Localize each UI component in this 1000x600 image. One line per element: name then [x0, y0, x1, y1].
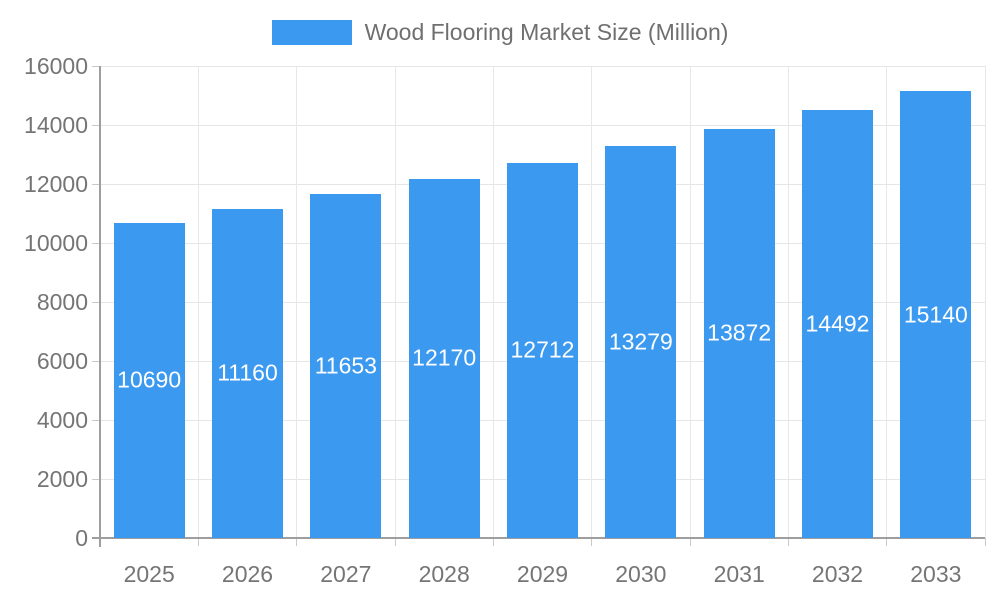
- bar-value-label: 11160: [217, 359, 278, 386]
- x-axis-tick: [886, 538, 888, 546]
- bar-value-label: 10690: [117, 366, 182, 393]
- v-gridline: [886, 66, 888, 538]
- legend-item[interactable]: Wood Flooring Market Size (Million): [0, 18, 1000, 46]
- v-gridline: [984, 66, 986, 538]
- x-axis-tick: [787, 538, 789, 546]
- x-tick-label: 2032: [811, 561, 864, 587]
- x-axis-tick: [591, 538, 593, 546]
- v-gridline: [492, 66, 494, 538]
- bar-2031: 13872: [703, 128, 775, 538]
- x-axis-tick: [394, 538, 396, 546]
- v-gridline: [296, 66, 298, 538]
- bar-value-label: 12170: [412, 344, 477, 371]
- h-gridline: [100, 124, 985, 126]
- bar-2025: 10690: [113, 222, 185, 538]
- x-axis-tick: [689, 538, 691, 546]
- y-tick-label: 4000: [36, 407, 88, 433]
- y-tick-label: 16000: [24, 53, 88, 79]
- v-gridline: [591, 66, 593, 538]
- y-tick-label: 2000: [36, 466, 88, 492]
- y-axis-tick: [92, 65, 100, 67]
- bar-2030: 13279: [605, 146, 677, 538]
- y-tick-label: 8000: [36, 289, 88, 315]
- y-axis-tick: [92, 360, 100, 362]
- bar-value-label: 13279: [608, 328, 673, 355]
- x-tick-label: 2030: [615, 561, 667, 587]
- bar-value-label: 13872: [707, 319, 772, 346]
- y-axis-line: [99, 66, 101, 547]
- x-tick-label: 2031: [713, 561, 765, 587]
- x-tick-label: 2029: [516, 561, 569, 587]
- bar-2026: 11160: [212, 208, 283, 538]
- y-tick-label: 6000: [36, 348, 88, 374]
- y-tick-label: 14000: [24, 112, 88, 138]
- v-gridline: [197, 66, 199, 538]
- x-axis-tick: [492, 538, 494, 546]
- bar-value-label: 11653: [314, 352, 377, 379]
- h-gridline: [100, 65, 985, 67]
- x-axis-tick: [197, 538, 199, 546]
- y-axis-tick: [92, 124, 100, 126]
- legend-swatch: [271, 19, 352, 45]
- bar-2027: 11653: [310, 194, 382, 538]
- y-axis-tick: [92, 419, 100, 421]
- bar-2033: 15140: [900, 91, 972, 538]
- bar-value-label: 15140: [903, 301, 968, 328]
- y-tick-label: 10000: [24, 230, 88, 256]
- bar-2028: 12170: [408, 178, 480, 538]
- bar-value-label: 14492: [805, 310, 870, 337]
- x-axis-tick: [984, 538, 986, 546]
- y-axis-tick: [92, 183, 100, 185]
- y-axis-tick: [92, 478, 100, 480]
- bar-value-label: 12712: [510, 336, 575, 363]
- y-axis-tick: [92, 242, 100, 244]
- x-tick-label: 2028: [418, 561, 470, 587]
- v-gridline: [787, 66, 789, 538]
- bar-2032: 14492: [802, 110, 873, 538]
- bar-2029: 12712: [507, 162, 578, 538]
- y-tick-label: 12000: [24, 171, 88, 197]
- v-gridline: [689, 66, 691, 538]
- x-tick-label: 2027: [320, 561, 372, 587]
- x-tick-label: 2033: [910, 561, 962, 587]
- y-axis-tick: [92, 301, 100, 303]
- x-tick-label: 2025: [123, 561, 175, 587]
- legend-label: Wood Flooring Market Size (Million): [364, 19, 729, 45]
- y-tick-label: 0: [75, 525, 88, 551]
- x-axis-line: [92, 537, 985, 539]
- x-axis-tick: [296, 538, 298, 546]
- v-gridline: [394, 66, 396, 538]
- x-tick-label: 2026: [221, 561, 274, 587]
